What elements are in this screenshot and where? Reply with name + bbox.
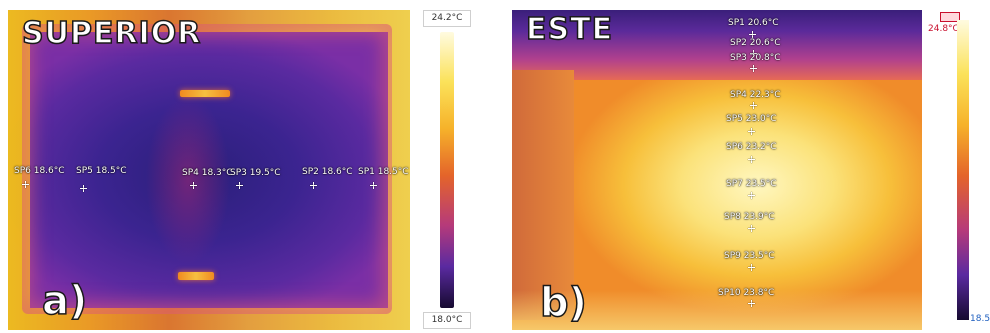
spot-label-sp1: SP1 18.5°C [358, 167, 409, 177]
spot-label-sp4: SP4 18.3°C [182, 168, 233, 178]
top-band [512, 10, 922, 80]
scale-a-max: 24.2°C [423, 10, 471, 27]
spot-label-sp3: SP3 19.5°C [230, 168, 281, 178]
spot-label-sp9: SP9 23.5°C [724, 251, 775, 261]
spot-label-sp5: SP5 18.5°C [76, 166, 127, 176]
thermal-image-top: SUPERIOR a) SP6 18.6°C SP5 18.5°C SP4 18… [8, 10, 410, 330]
hot-bar-upper [180, 90, 230, 97]
spot-label-sp2: SP2 18.6°C [302, 167, 353, 177]
thermal-image-east: ESTE b) SP1 20.6°C SP2 20.6°C SP3 20.8°C… [512, 10, 922, 330]
spot-label-sp4: SP4 22.3°C [730, 90, 781, 100]
spot-marker-sp9 [748, 264, 755, 271]
spot-marker-sp10 [748, 300, 755, 307]
spot-marker-sp3 [236, 182, 243, 189]
spot-marker-sp1 [370, 182, 377, 189]
spot-marker-sp8 [748, 225, 755, 232]
spot-label-sp2: SP2 20.6°C [730, 38, 781, 48]
spot-marker-sp2 [750, 50, 757, 57]
spot-marker-sp5 [80, 185, 87, 192]
spot-label-sp8: SP8 23.9°C [724, 212, 775, 222]
panel-title: SUPERIOR [21, 15, 202, 52]
spot-marker-sp6 [748, 156, 755, 163]
spot-marker-sp5 [748, 128, 755, 135]
panel-letter: a) [41, 277, 88, 325]
bottom-band [512, 290, 922, 330]
spot-label-sp6: SP6 18.6°C [14, 166, 65, 176]
spot-marker-sp7 [748, 192, 755, 199]
scale-a-min: 18.0°C [423, 312, 471, 329]
spot-marker-sp6 [22, 181, 29, 188]
panel-title: ESTE [525, 11, 614, 48]
scale-b-max: 24.8°C [928, 24, 959, 34]
spot-marker-sp4 [190, 182, 197, 189]
spot-marker-sp1 [749, 31, 756, 38]
spot-label-sp5: SP5 23.0°C [726, 114, 777, 124]
spot-marker-sp3 [750, 65, 757, 72]
scale-b-min: 18.5 [970, 314, 990, 324]
color-scale-a [440, 32, 454, 308]
battery-icon [940, 12, 960, 22]
spot-marker-sp2 [310, 182, 317, 189]
spot-label-sp1: SP1 20.6°C [728, 18, 779, 28]
hot-bar-lower [178, 272, 214, 280]
color-scale-b [957, 20, 969, 320]
spot-label-sp3: SP3 20.8°C [730, 53, 781, 63]
spot-label-sp7: SP7 23.5°C [726, 179, 777, 189]
left-structure [512, 70, 574, 320]
spot-label-sp6: SP6 23.2°C [726, 142, 777, 152]
spot-marker-sp4 [750, 102, 757, 109]
spot-label-sp10: SP10 23.8°C [718, 288, 775, 298]
panel-letter: b) [539, 279, 587, 327]
